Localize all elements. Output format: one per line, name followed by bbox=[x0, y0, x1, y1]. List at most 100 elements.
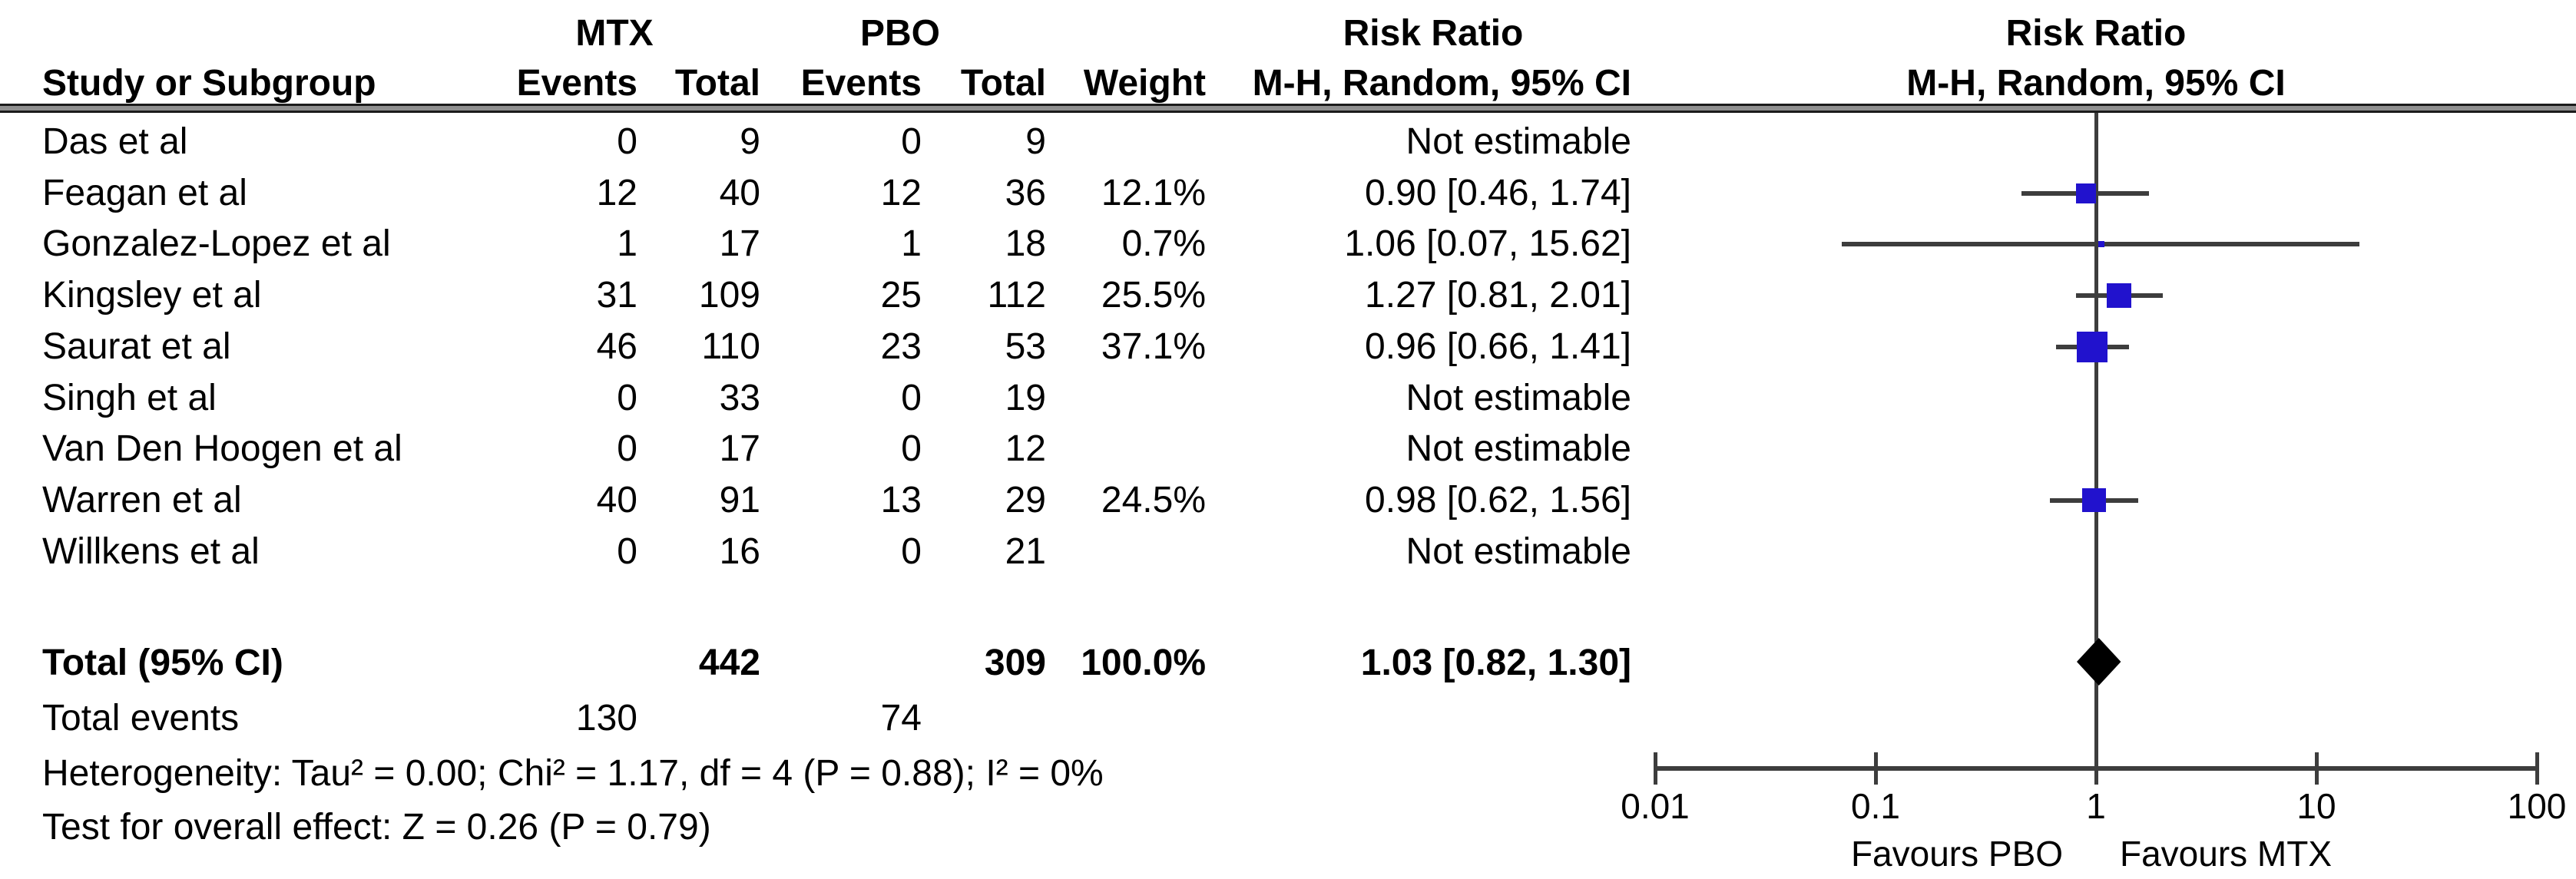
cell-study: Das et al bbox=[42, 121, 188, 162]
cell-mtx-total: 17 bbox=[719, 428, 760, 470]
cell-study: Feagan et al bbox=[42, 172, 247, 213]
cell-mtx-events: 0 bbox=[617, 377, 637, 418]
axis-tick bbox=[1653, 752, 1657, 785]
total-pbo-n: 309 bbox=[984, 643, 1046, 683]
table-row: Singh et al 0 33 0 19 Not estimable bbox=[0, 375, 2576, 422]
risk-ratio-column-header: Risk Ratio bbox=[1343, 13, 1524, 54]
cell-pbo-events: 1 bbox=[901, 223, 922, 265]
axis-tick-label: 0.1 bbox=[1851, 786, 1900, 826]
cell-pbo-total: 112 bbox=[987, 275, 1046, 316]
col-header-pbo-events: Events bbox=[800, 63, 922, 104]
pooled-diamond bbox=[2077, 638, 2121, 686]
table-row: Saurat et al 46 110 23 53 37.1% 0.96 [0.66, 1.… bbox=[0, 323, 2576, 371]
cell-rr-ci: 1.06 [0.07, 15.62] bbox=[1344, 223, 1631, 265]
col-header-mtx-total: Total bbox=[674, 63, 760, 104]
cell-mtx-total: 9 bbox=[740, 121, 760, 162]
col-header-method: M-H, Random, 95% CI bbox=[1252, 63, 1631, 104]
cell-rr-ci: 1.27 [0.81, 2.01] bbox=[1365, 275, 1631, 316]
favours-right-label: Favours MTX bbox=[2119, 834, 2333, 874]
cell-pbo-total: 9 bbox=[1025, 121, 1046, 162]
cell-pbo-events: 13 bbox=[880, 479, 922, 520]
cell-mtx-total: 40 bbox=[719, 172, 760, 213]
cell-pbo-total: 19 bbox=[1005, 377, 1046, 418]
effect-square bbox=[2076, 331, 2107, 362]
total-events-mtx: 130 bbox=[575, 698, 637, 739]
table-row: Gonzalez-Lopez et al 1 17 1 18 0.7% 1.06 [0.07… bbox=[0, 220, 2576, 268]
total-row: Total (95% CI) 442 309 100.0% 1.03 [0.82… bbox=[0, 639, 2576, 687]
col-header-pbo-total: Total bbox=[960, 63, 1046, 104]
plot-header-method: M-H, Random, 95% CI bbox=[1906, 63, 2286, 104]
axis-tick-label: 0.01 bbox=[1621, 786, 1690, 826]
favours-left-label: Favours PBO bbox=[1850, 834, 2064, 874]
cell-pbo-total: 21 bbox=[1005, 530, 1046, 572]
cell-study: Kingsley et al bbox=[42, 275, 262, 316]
cell-rr-ci: 0.98 [0.62, 1.56] bbox=[1365, 479, 1631, 520]
cell-mtx-total: 16 bbox=[719, 530, 760, 572]
cell-weight: 0.7% bbox=[1121, 223, 1206, 265]
cell-pbo-events: 0 bbox=[901, 530, 922, 572]
col-header-weight: Weight bbox=[1083, 63, 1206, 104]
cell-study: Gonzalez-Lopez et al bbox=[42, 223, 391, 265]
total-events-pbo: 74 bbox=[880, 698, 922, 739]
cell-rr-ci: Not estimable bbox=[1406, 530, 1631, 572]
axis-tick bbox=[2314, 752, 2319, 785]
cell-mtx-events: 12 bbox=[596, 172, 637, 213]
axis-tick bbox=[2094, 752, 2098, 785]
cell-mtx-events: 0 bbox=[617, 428, 637, 470]
total-mtx-n: 442 bbox=[698, 643, 760, 683]
cell-rr-ci: Not estimable bbox=[1406, 428, 1631, 470]
cell-mtx-events: 0 bbox=[617, 121, 637, 162]
total-events-row: Total events 130 74 bbox=[0, 695, 2576, 742]
cell-mtx-events: 0 bbox=[617, 530, 637, 572]
total-weight: 100.0% bbox=[1081, 643, 1206, 683]
header-divider bbox=[0, 104, 2576, 113]
cell-weight: 12.1% bbox=[1101, 172, 1206, 213]
effect-square bbox=[2106, 283, 2131, 309]
cell-rr-ci: Not estimable bbox=[1406, 377, 1631, 418]
cell-mtx-total: 17 bbox=[719, 223, 760, 265]
cell-rr-ci: 0.90 [0.46, 1.74] bbox=[1365, 172, 1631, 213]
total-events-label: Total events bbox=[42, 698, 240, 739]
cell-study: Singh et al bbox=[42, 377, 217, 418]
cell-mtx-total: 109 bbox=[698, 275, 760, 316]
heterogeneity-text: Heterogeneity: Tau² = 0.00; Chi² = 1.17,… bbox=[42, 753, 1104, 794]
cell-study: Van Den Hoogen et al bbox=[42, 428, 402, 470]
cell-pbo-total: 12 bbox=[1005, 428, 1046, 470]
cell-mtx-events: 31 bbox=[596, 275, 637, 316]
cell-pbo-total: 29 bbox=[1005, 479, 1046, 520]
cell-pbo-total: 53 bbox=[1005, 325, 1046, 367]
cell-pbo-events: 0 bbox=[901, 121, 922, 162]
group-header-pbo: PBO bbox=[859, 13, 941, 54]
cell-pbo-events: 25 bbox=[880, 275, 922, 316]
cell-pbo-events: 12 bbox=[880, 172, 922, 213]
table-row: Van Den Hoogen et al 0 17 0 12 Not estimable bbox=[0, 425, 2576, 473]
table-row: Willkens et al 0 16 0 21 Not estimable bbox=[0, 528, 2576, 576]
cell-study: Willkens et al bbox=[42, 530, 260, 572]
cell-mtx-events: 1 bbox=[617, 223, 637, 265]
cell-weight: 24.5% bbox=[1101, 479, 1206, 520]
axis-tick-label: 10 bbox=[2296, 786, 2336, 826]
cell-mtx-events: 40 bbox=[596, 479, 637, 520]
table-row: Warren et al 40 91 13 29 24.5% 0.98 [0.62, 1.5… bbox=[0, 477, 2576, 524]
effect-square bbox=[2081, 488, 2106, 513]
cell-pbo-events: 0 bbox=[901, 377, 922, 418]
col-header-study: Study or Subgroup bbox=[42, 63, 376, 104]
group-header-mtx: MTX bbox=[575, 13, 654, 54]
cell-mtx-total: 33 bbox=[719, 377, 760, 418]
cell-weight: 25.5% bbox=[1101, 275, 1206, 316]
cell-weight: 37.1% bbox=[1101, 325, 1206, 367]
total-rr-ci: 1.03 [0.82, 1.30] bbox=[1360, 643, 1631, 683]
cell-rr-ci: Not estimable bbox=[1406, 121, 1631, 162]
axis-tick-label: 1 bbox=[2086, 786, 2106, 826]
cell-mtx-events: 46 bbox=[596, 325, 637, 367]
cell-pbo-events: 0 bbox=[901, 428, 922, 470]
overall-effect-text: Test for overall effect: Z = 0.26 (P = 0… bbox=[42, 807, 711, 848]
cell-mtx-total: 91 bbox=[719, 479, 760, 520]
axis-tick-label: 100 bbox=[2507, 786, 2567, 826]
table-row: Kingsley et al 31 109 25 112 25.5% 1.27 [0.81,… bbox=[0, 272, 2576, 319]
table-row: Das et al 0 9 0 9 Not estimable bbox=[0, 118, 2576, 166]
table-row: Feagan et al 12 40 12 36 12.1% 0.90 [0.46, 1.7… bbox=[0, 170, 2576, 217]
cell-rr-ci: 0.96 [0.66, 1.41] bbox=[1365, 325, 1631, 367]
cell-study: Saurat et al bbox=[42, 325, 231, 367]
